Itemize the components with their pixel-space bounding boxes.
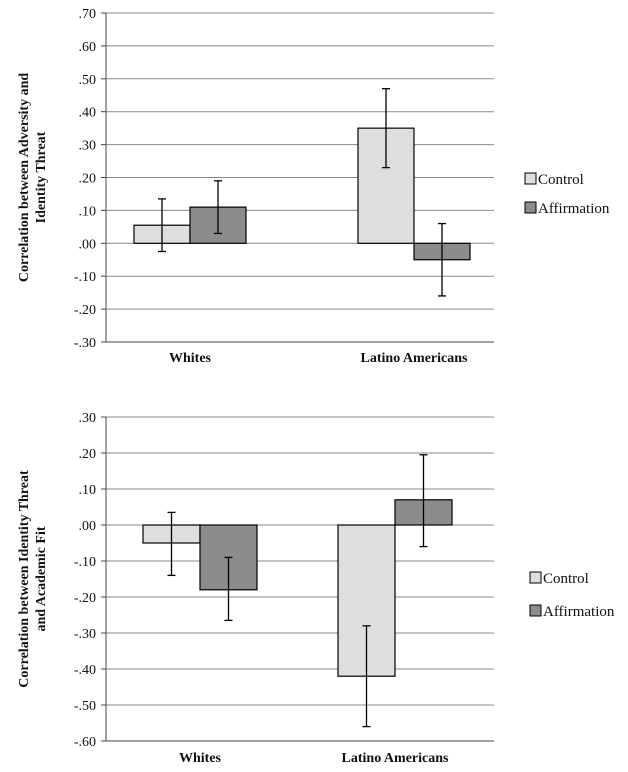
y-tick-label: .50 (79, 73, 97, 88)
y-tick-label: .60 (79, 40, 97, 55)
y-tick-label: -.10 (74, 270, 96, 285)
y-tick-label: -.30 (74, 336, 96, 351)
y-tick-label: -.20 (74, 303, 96, 318)
legend-label-control: Control (543, 571, 589, 587)
y-tick-label: .10 (79, 483, 97, 498)
y-tick-label: -.50 (74, 699, 96, 714)
y-tick-label: -.10 (74, 555, 96, 570)
y-tick-label: .00 (79, 237, 97, 252)
y-tick-label: .40 (79, 106, 97, 121)
y-tick-label: .10 (79, 204, 97, 219)
y-tick-label: .00 (79, 519, 97, 534)
y-tick-label: .30 (79, 411, 97, 426)
legend-swatch-affirmation (529, 604, 542, 617)
y-tick-label: .20 (79, 172, 97, 187)
legend-swatch-control (524, 172, 537, 185)
y-tick-label: .70 (79, 7, 97, 22)
x-category-label: Latino Americans (342, 751, 449, 766)
y-tick-label: .30 (79, 139, 97, 154)
y-axis-label: Identity Threat (34, 131, 49, 223)
y-axis-label: Correlation between Identity Threat (17, 470, 32, 688)
legend-label-control: Control (538, 172, 584, 188)
y-tick-label: .20 (79, 447, 97, 462)
chart-2: .30 .20 .10 .00 -.10 -.20 -.30 -.40 -.50 -.60 Whit… (17, 411, 615, 766)
y-tick-label: -.40 (74, 663, 96, 678)
y-tick-label: -.20 (74, 591, 96, 606)
y-tick-label: -.60 (74, 735, 96, 750)
y-axis-label: Correlation between Adversity and (17, 73, 32, 283)
legend-swatch-control (529, 571, 542, 584)
y-axis-label: and Academic Fit (34, 526, 49, 631)
legend-label-affirmation: Affirmation (538, 201, 610, 217)
legend-swatch-affirmation (524, 201, 537, 214)
x-category-label: Whites (179, 751, 222, 766)
legend-label-affirmation: Affirmation (543, 604, 615, 620)
x-category-label: Whites (169, 351, 212, 366)
x-category-label: Latino Americans (361, 351, 468, 366)
y-tick-label: -.30 (74, 627, 96, 642)
chart-1: .70 .60 .50 .40 .30 .20 .10 .00 -.10 -.20 -.30 Whit… (17, 7, 610, 366)
